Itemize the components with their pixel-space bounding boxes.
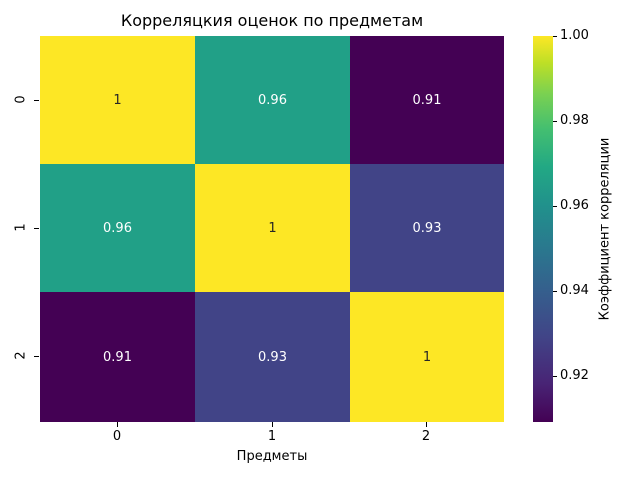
heatmap-cell-0-1: 0.96 — [195, 36, 350, 164]
x-tick-label: 2 — [421, 429, 431, 444]
heatmap-cell-1-2: 0.93 — [350, 164, 504, 292]
colorbar-tick-label: 0.96 — [560, 198, 589, 213]
x-tick-mark — [426, 422, 427, 427]
colorbar-tick-mark — [553, 291, 557, 292]
colorbar-tick-mark — [553, 121, 557, 122]
x-axis-title: Предметы — [236, 449, 308, 464]
colorbar-tick-label: 0.94 — [560, 283, 589, 298]
y-tick-mark — [34, 356, 39, 357]
colorbar-tick-label: 0.98 — [560, 113, 589, 128]
heatmap-cell-0-0: 1 — [40, 36, 195, 164]
y-tick-label: 2 — [13, 351, 29, 360]
y-tick-mark — [34, 228, 39, 229]
x-tick-label: 1 — [267, 429, 277, 444]
heatmap-cell-2-2: 1 — [350, 292, 504, 422]
colorbar-tick-mark — [553, 376, 557, 377]
heatmap-cell-2-1: 0.93 — [195, 292, 350, 422]
x-tick-mark — [272, 422, 273, 427]
colorbar-tick-mark — [553, 206, 557, 207]
colorbar-tick-label: 1.00 — [560, 28, 589, 43]
heatmap-grid: 1 0.96 0.91 0.96 1 0.93 0.91 0.93 1 — [40, 36, 504, 422]
colorbar-title: Коэффициент корреляции — [597, 137, 613, 321]
colorbar — [533, 36, 553, 422]
y-tick-label: 0 — [13, 95, 29, 104]
heatmap-cell-1-1: 1 — [195, 164, 350, 292]
y-tick-mark — [34, 100, 39, 101]
x-tick-label: 0 — [112, 429, 122, 444]
y-tick-label: 1 — [13, 223, 29, 232]
heatmap-cell-0-2: 0.91 — [350, 36, 504, 164]
heatmap-cell-1-0: 0.96 — [40, 164, 195, 292]
chart-title: Корреляцкия оценок по предметам — [120, 11, 424, 30]
colorbar-tick-label: 0.92 — [560, 368, 589, 383]
x-tick-mark — [117, 422, 118, 427]
colorbar-tick-mark — [553, 36, 557, 37]
heatmap-cell-2-0: 0.91 — [40, 292, 195, 422]
